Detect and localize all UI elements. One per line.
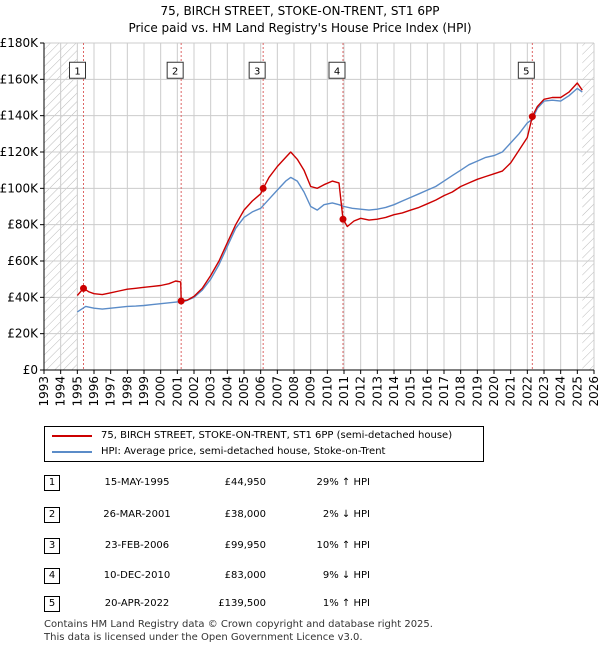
x-tick-label: 2019 <box>470 376 484 407</box>
transaction-date: 10-DEC-2010 <box>103 570 171 581</box>
y-tick-label: £120K <box>0 145 39 159</box>
x-tick-label: 1996 <box>87 376 101 407</box>
property-price-line <box>76 82 583 302</box>
x-tick-label: 2017 <box>437 376 451 407</box>
x-tick-label: 2011 <box>337 376 351 407</box>
hatched-region <box>582 43 594 370</box>
x-tick-label: 2021 <box>504 376 518 407</box>
transaction-price: £99,950 <box>224 540 266 551</box>
y-tick-label: £60K <box>7 254 39 268</box>
x-tick-label: 2014 <box>387 376 401 407</box>
sale-label-box <box>517 61 535 79</box>
transaction-hpi-diff: 29% ↑ HPI <box>316 477 370 488</box>
y-tick-label: £140K <box>0 109 39 123</box>
transaction-price: £83,000 <box>224 570 266 581</box>
sale-point <box>259 184 267 192</box>
x-tick-label: 2005 <box>237 376 251 407</box>
legend-label-hpi: HPI: Average price, semi-detached house,… <box>101 446 386 457</box>
legend-swatch-property <box>52 435 92 437</box>
y-tick-label: £180K <box>0 36 39 50</box>
transaction-price: £139,500 <box>218 598 266 609</box>
x-tick-label: 2022 <box>520 376 534 407</box>
x-tick-label: 1994 <box>54 376 68 407</box>
x-tick-label: 2010 <box>320 376 334 407</box>
x-tick-label: 2003 <box>204 376 218 407</box>
sale-label-box <box>69 61 86 79</box>
transaction-number: 2 <box>44 507 60 523</box>
x-tick-label: 2015 <box>404 376 418 407</box>
x-tick-label: 1995 <box>70 376 84 407</box>
sale-point <box>528 113 536 121</box>
x-tick-label: 2007 <box>270 376 284 407</box>
sale-label-box <box>166 61 184 79</box>
sale-label-number: 2 <box>172 66 178 77</box>
sale-label-box <box>328 61 346 79</box>
transaction-price: £44,950 <box>224 477 266 488</box>
sale-point <box>80 284 87 292</box>
price-chart: 1 2 3 4 5 £0 £20K £40K £60K £80K £100K £120K £140K £… <box>0 36 600 407</box>
transaction-date: 20-APR-2022 <box>104 598 170 609</box>
transaction-row: 1 15-MAY-1995 £44,950 29% ↑ HPI <box>44 473 464 493</box>
sale-label-box <box>248 61 266 79</box>
x-tick-label: 2004 <box>220 376 234 407</box>
x-tick-label: 2008 <box>287 376 301 407</box>
legend: 75, BIRCH STREET, STOKE-ON-TRENT, ST1 6P… <box>44 426 484 462</box>
y-tick-label: £160K <box>0 72 39 86</box>
sale-label-number: 5 <box>523 66 529 77</box>
transaction-date: 15-MAY-1995 <box>104 477 170 488</box>
transaction-row: 5 20-APR-2022 £139,500 1% ↑ HPI <box>44 594 464 614</box>
transaction-hpi-diff: 9% ↓ HPI <box>322 570 370 581</box>
x-tick-label: 2009 <box>304 376 318 407</box>
x-tick-label: 2023 <box>537 376 551 407</box>
legend-swatch-hpi <box>52 451 92 453</box>
x-tick-label: 2000 <box>154 376 168 407</box>
transaction-date: 23-FEB-2006 <box>104 540 170 551</box>
transaction-row: 3 23-FEB-2006 £99,950 10% ↑ HPI <box>44 536 464 556</box>
y-tick-label: £40K <box>7 290 39 304</box>
transaction-row: 2 26-MAR-2001 £38,000 2% ↓ HPI <box>44 505 464 525</box>
transaction-price: £38,000 <box>224 509 266 520</box>
transaction-row: 4 10-DEC-2010 £83,000 9% ↓ HPI <box>44 566 464 586</box>
x-tick-label: 1993 <box>37 376 51 407</box>
y-tick-label: £80K <box>7 218 39 232</box>
footer-licence: This data is licensed under the Open Gov… <box>44 632 363 643</box>
transaction-number: 4 <box>44 568 60 584</box>
hpi-line <box>76 87 583 313</box>
transaction-hpi-diff: 1% ↑ HPI <box>322 598 370 609</box>
x-tick-label: 2013 <box>370 376 384 407</box>
x-tick-label: 2012 <box>354 376 368 407</box>
transaction-number: 5 <box>44 596 60 612</box>
x-tick-label: 2024 <box>554 376 568 407</box>
sale-point <box>339 215 347 223</box>
x-tick-label: 2006 <box>254 376 268 407</box>
x-tick-label: 2001 <box>170 376 184 407</box>
footer-copyright: Contains HM Land Registry data © Crown c… <box>44 619 433 630</box>
transaction-number: 3 <box>44 538 60 554</box>
x-tick-label: 2018 <box>454 376 468 407</box>
sale-label-number: 1 <box>74 66 80 77</box>
x-tick-label: 2026 <box>587 376 600 407</box>
y-tick-label: £100K <box>0 181 39 195</box>
x-tick-label: 2016 <box>420 376 434 407</box>
transaction-hpi-diff: 10% ↑ HPI <box>316 540 370 551</box>
sale-label-number: 3 <box>254 66 260 77</box>
sale-point <box>177 297 185 305</box>
x-tick-label: 1997 <box>104 376 118 407</box>
transaction-hpi-diff: 2% ↓ HPI <box>322 509 370 520</box>
chart-title: 75, BIRCH STREET, STOKE-ON-TRENT, ST1 6P… <box>160 4 440 18</box>
x-tick-label: 2020 <box>487 376 501 407</box>
chart-subtitle: Price paid vs. HM Land Registry's House … <box>128 21 472 35</box>
x-tick-label: 1998 <box>120 376 134 407</box>
x-tick-label: 2002 <box>187 376 201 407</box>
legend-label-property: 75, BIRCH STREET, STOKE-ON-TRENT, ST1 6P… <box>101 430 453 441</box>
y-tick-label: £0 <box>23 363 38 377</box>
transaction-number: 1 <box>44 475 60 491</box>
y-tick-label: £20K <box>7 327 39 341</box>
transaction-date: 26-MAR-2001 <box>103 509 171 520</box>
x-tick-label: 1999 <box>137 376 151 407</box>
x-tick-label: 2025 <box>570 376 584 407</box>
sale-label-number: 4 <box>334 66 340 77</box>
